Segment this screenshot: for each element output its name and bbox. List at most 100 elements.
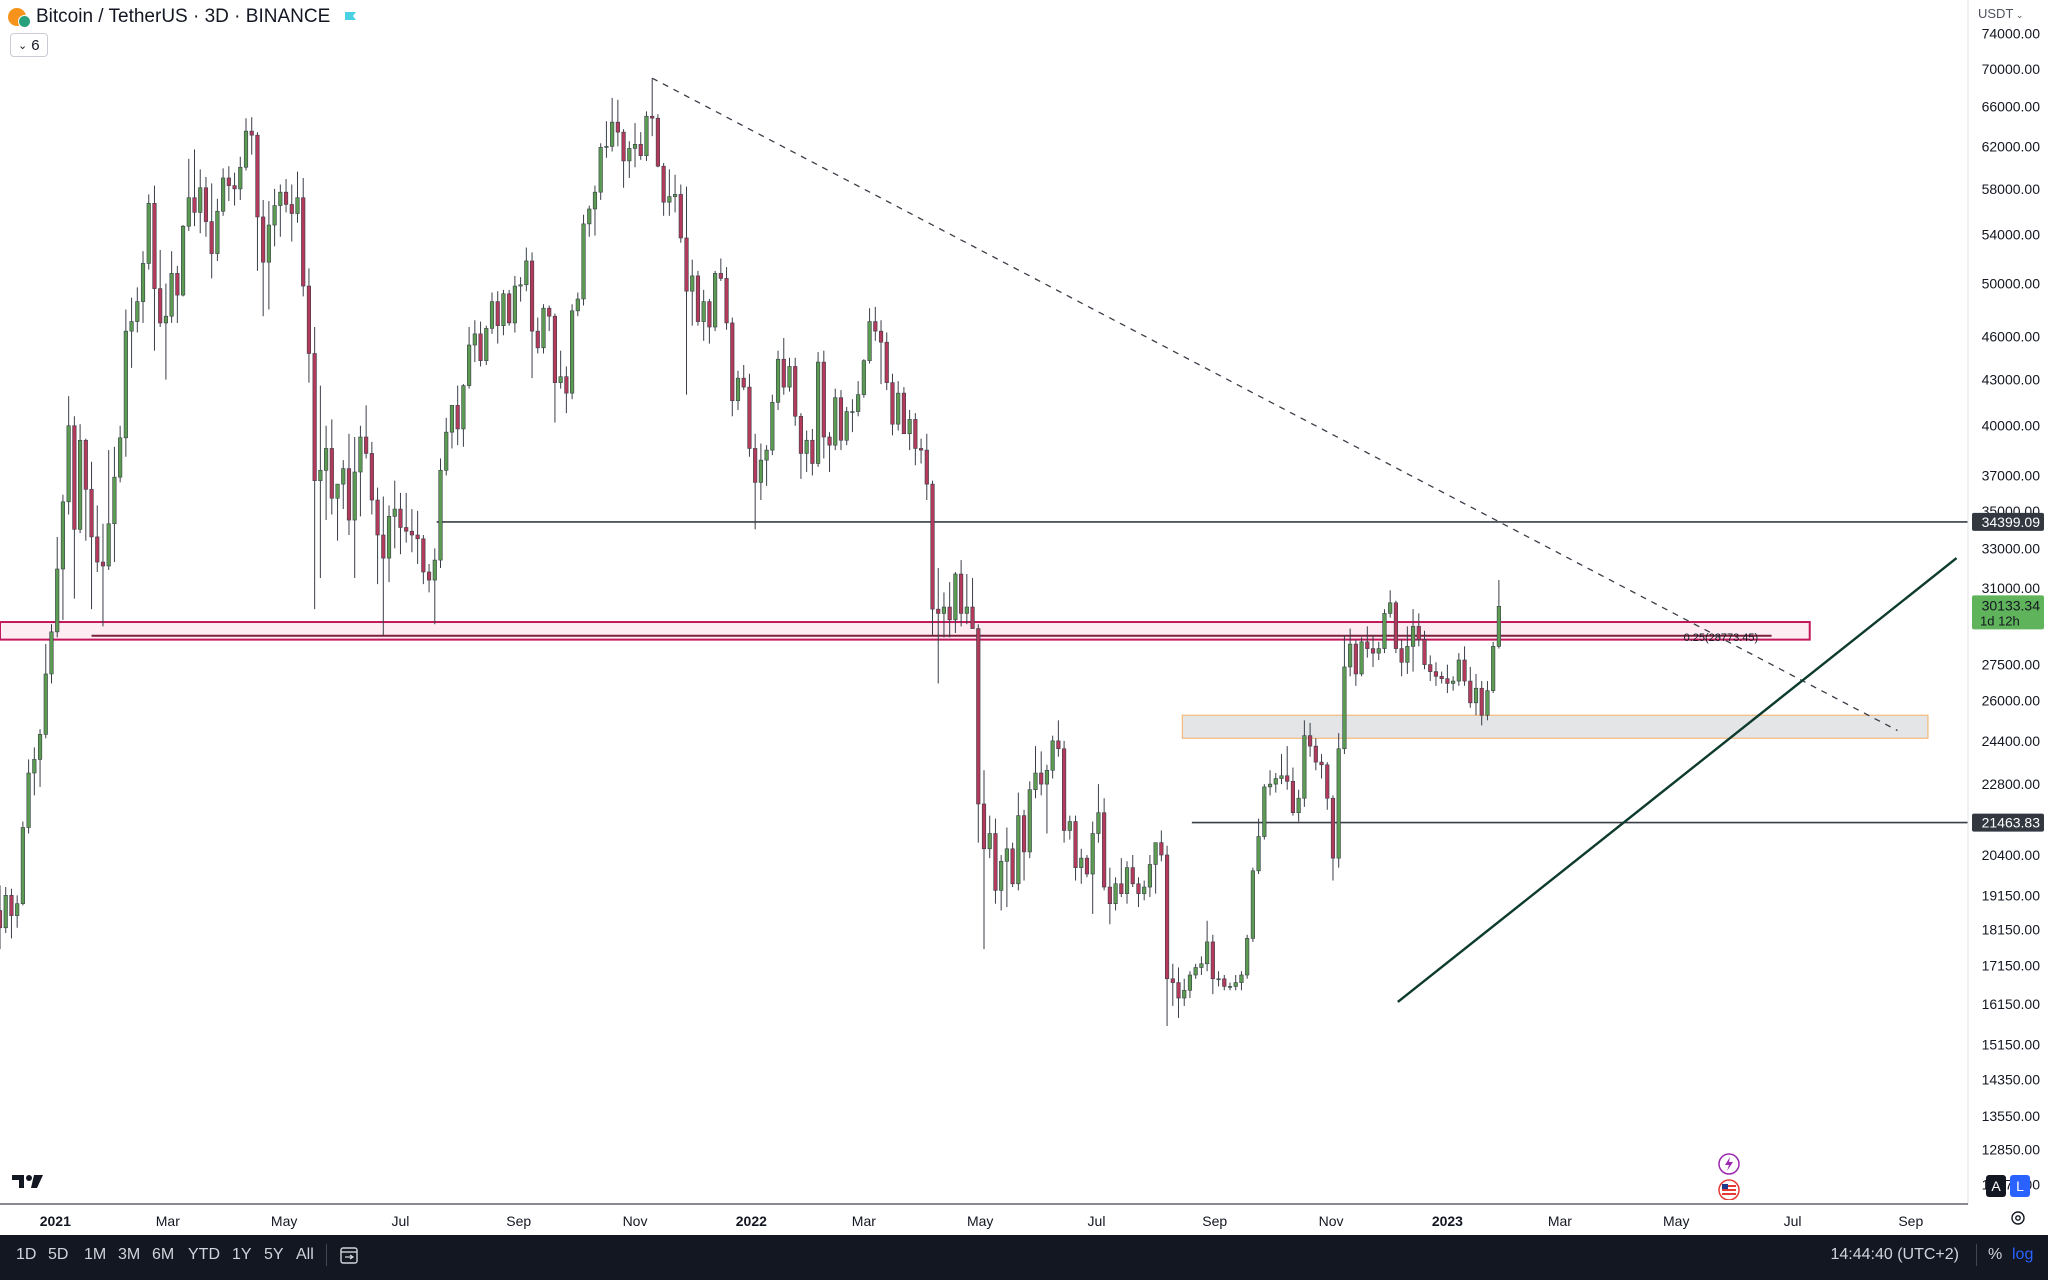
- candle-body: [209, 221, 214, 254]
- candle-body: [146, 203, 151, 264]
- candle-body: [970, 606, 975, 629]
- timeframe-button-ytd[interactable]: YTD: [188, 1246, 220, 1263]
- candle-body: [833, 397, 838, 446]
- event-markers[interactable]: [1716, 1152, 1742, 1200]
- candle-body: [1388, 602, 1393, 614]
- candle-body: [140, 263, 146, 302]
- candle-body: [432, 559, 437, 581]
- toolbar-divider: [1976, 1244, 1977, 1266]
- candle-body: [753, 448, 758, 483]
- candle-body: [364, 436, 369, 454]
- flag-icon[interactable]: [344, 11, 357, 24]
- candle-body: [615, 121, 620, 133]
- candle-body: [564, 376, 569, 394]
- candle-body: [444, 431, 449, 471]
- candle-body: [226, 177, 231, 186]
- candle-body: [735, 377, 741, 402]
- candle-body: [1279, 775, 1284, 779]
- price-tick-label: 62000.00: [1982, 138, 2041, 154]
- candle-body: [1056, 740, 1061, 750]
- candle-body: [718, 273, 723, 279]
- candle-body: [289, 204, 294, 214]
- candle-body: [1376, 648, 1381, 654]
- bitcoin-tether-icon: [8, 8, 31, 28]
- candle-body: [404, 527, 409, 532]
- time-tick-label: May: [271, 1213, 297, 1229]
- candle-body: [386, 516, 392, 559]
- candle-body: [198, 187, 203, 213]
- candle-body: [1330, 797, 1336, 859]
- timeframe-button-5y[interactable]: 5Y: [264, 1246, 284, 1263]
- log-scale-button[interactable]: L: [2010, 1175, 2030, 1197]
- candle-body: [1468, 680, 1473, 704]
- candle-body: [1193, 967, 1198, 976]
- timeframe-button-all[interactable]: All: [296, 1246, 314, 1263]
- percent-scale-button[interactable]: %: [1988, 1246, 2003, 1263]
- log-scale-toggle[interactable]: log: [2012, 1246, 2034, 1263]
- timeframe-button-6m[interactable]: 6M: [152, 1246, 175, 1263]
- price-tick-label: 17150.00: [1982, 958, 2041, 974]
- candle-body: [1473, 687, 1479, 704]
- auto-scale-button[interactable]: A: [1986, 1175, 2006, 1197]
- candle-body: [884, 341, 889, 383]
- clock-timezone[interactable]: 14:44:40 (UTC+2): [1830, 1246, 1959, 1263]
- candle-body: [1233, 982, 1238, 987]
- candle-body: [1245, 938, 1250, 976]
- candle-body: [518, 284, 523, 287]
- candle-body: [318, 469, 323, 481]
- candle-body: [221, 177, 226, 212]
- candle-body: [352, 471, 357, 521]
- candle-body: [930, 483, 935, 610]
- price-axis[interactable]: 12170.0012850.0013550.0014350.0015150.00…: [1982, 26, 2041, 1193]
- time-axis[interactable]: 2021 Mar May Jul Sep Nov 2022 Mar May Jul Sep Nov 20…: [40, 1213, 1924, 1229]
- candle-body: [369, 453, 374, 501]
- timeframe-button-1y[interactable]: 1Y: [232, 1246, 252, 1263]
- candle-body: [890, 382, 895, 425]
- candle-body: [896, 392, 901, 425]
- timeframe-button-3m[interactable]: 3M: [118, 1246, 141, 1263]
- candle-body: [381, 534, 386, 559]
- time-tick-label: Sep: [506, 1213, 531, 1229]
- time-tick-label: May: [1663, 1213, 1689, 1229]
- candle-body: [667, 196, 672, 203]
- candle-body: [3, 895, 8, 929]
- candle-body: [472, 333, 477, 346]
- candle-body: [1067, 821, 1072, 831]
- candle-body: [1159, 842, 1164, 856]
- candles-layer: [0, 78, 1501, 1027]
- candle-body: [163, 315, 168, 324]
- candle-body: [1451, 680, 1456, 684]
- level-price-label-bg: [1972, 512, 2044, 531]
- timeframe-button-1d[interactable]: 1D: [16, 1246, 37, 1263]
- candle-body: [1262, 786, 1267, 837]
- candle-body: [1147, 864, 1152, 888]
- candle-body: [78, 439, 83, 530]
- price-tick-label: 74000.00: [1982, 26, 2041, 42]
- currency-selector[interactable]: USDT ⌄: [1978, 6, 2024, 21]
- candle-body: [1250, 870, 1255, 939]
- timeframe-button-5d[interactable]: 5D: [48, 1246, 69, 1263]
- time-tick-label: 2022: [736, 1213, 767, 1229]
- time-tick-label: Mar: [852, 1213, 876, 1229]
- symbol-header[interactable]: Bitcoin / TetherUS · 3D · BINANCE: [8, 6, 357, 28]
- candle-body: [106, 523, 111, 567]
- price-chart[interactable]: 0.25(28773.45) 12170.0012850.0013550.001…: [0, 0, 2048, 1235]
- candle-body: [1319, 761, 1324, 766]
- candle-body: [461, 385, 466, 430]
- settings-icon[interactable]: [2010, 1210, 2026, 1226]
- candle-body: [993, 833, 998, 891]
- candle-body: [1410, 626, 1416, 647]
- indicators-toggle-button[interactable]: ⌄ 6: [10, 33, 48, 57]
- candle-body: [0, 910, 3, 929]
- date-range-icon[interactable]: [338, 1244, 360, 1266]
- candle-body: [467, 344, 472, 386]
- timeframe-button-1m[interactable]: 1M: [84, 1246, 107, 1263]
- candle-body: [650, 115, 655, 119]
- candle-body: [60, 501, 66, 570]
- candle-body: [1496, 606, 1501, 647]
- candle-body: [827, 436, 832, 446]
- candle-body: [764, 449, 769, 461]
- candle-body: [758, 459, 763, 483]
- candle-body: [426, 571, 432, 581]
- candle-body: [1416, 626, 1421, 640]
